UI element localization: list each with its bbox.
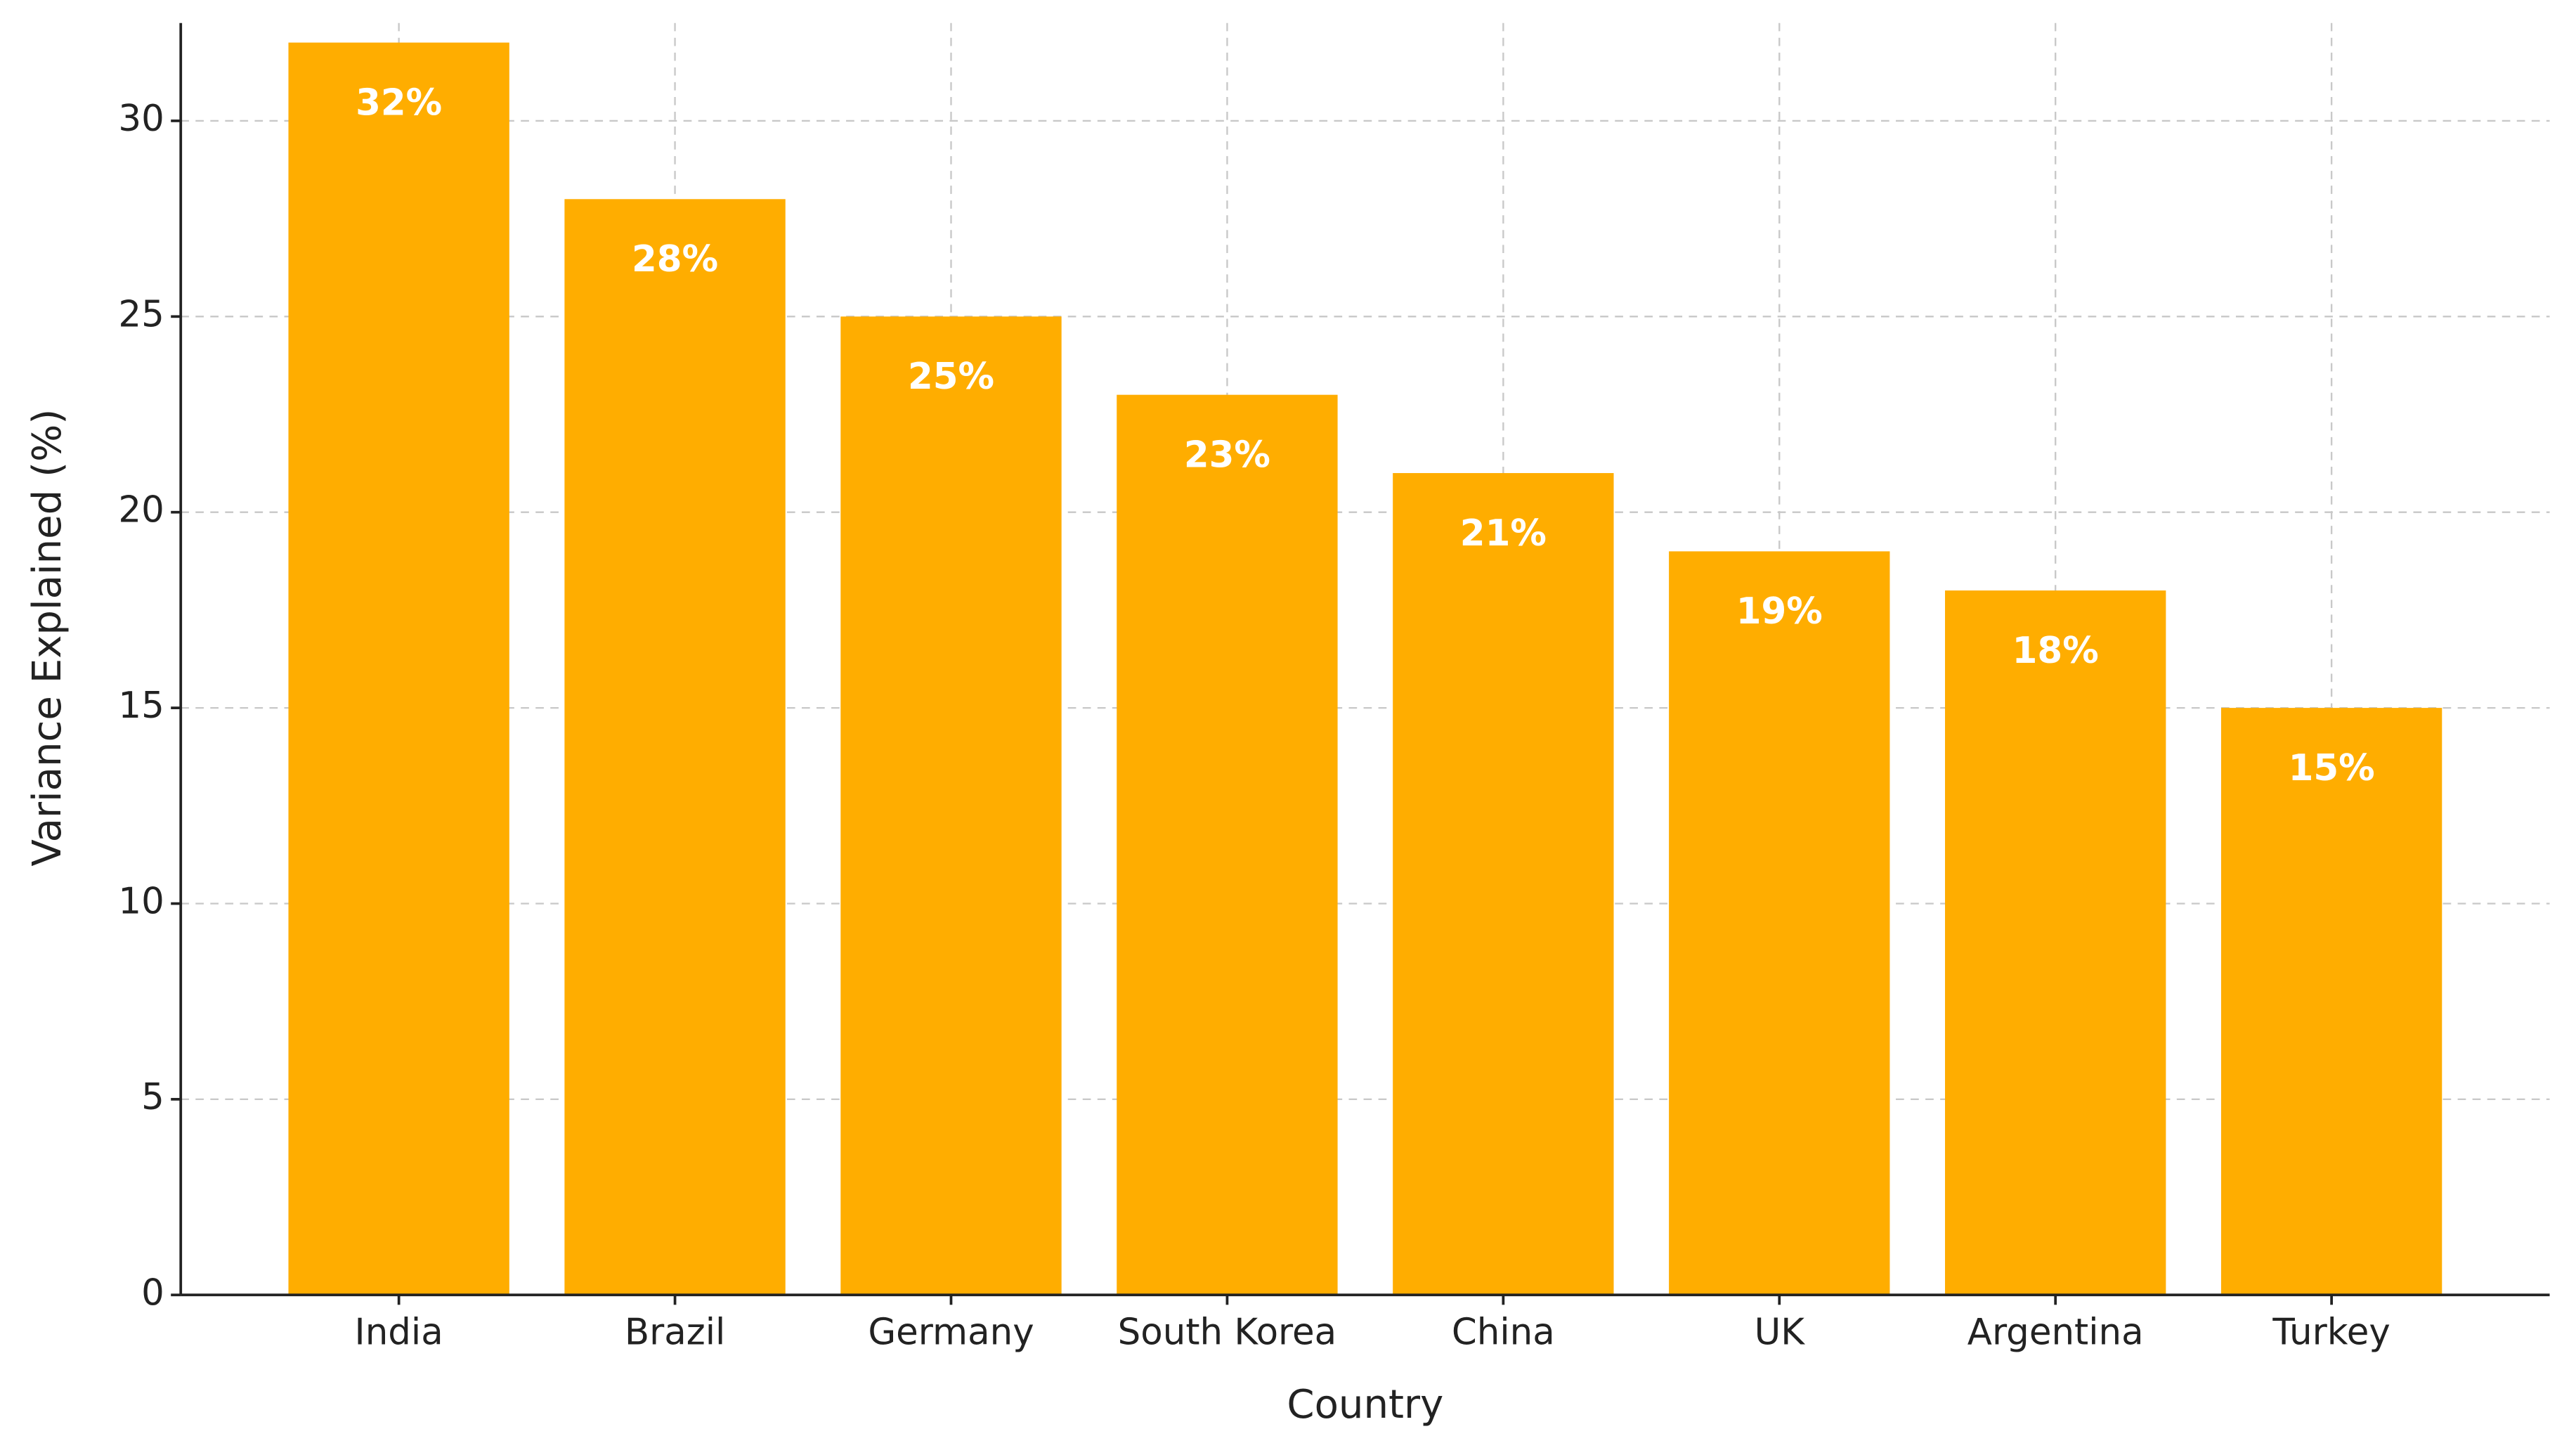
y-tick-label: 5 [141, 1076, 164, 1118]
y-tick-label: 20 [118, 489, 164, 531]
x-tick-label: Turkey [2272, 1311, 2390, 1353]
value-label: 19% [1736, 590, 1823, 633]
y-tick-label: 25 [118, 293, 164, 335]
value-label: 15% [2289, 747, 2375, 789]
x-tick-label: Germany [868, 1311, 1034, 1353]
bar [2220, 708, 2442, 1295]
value-label: 32% [356, 82, 442, 124]
bar [564, 199, 786, 1295]
bar [840, 316, 1062, 1295]
x-tick-label: India [355, 1311, 443, 1353]
x-tick-label: UK [1755, 1311, 1806, 1353]
bar [1945, 590, 2166, 1295]
y-tick-label: 15 [118, 685, 164, 727]
value-label: 18% [2012, 630, 2099, 672]
bar [1669, 551, 1890, 1295]
bar [1393, 473, 1614, 1295]
x-tick-label: China [1452, 1311, 1555, 1353]
y-tick-label: 0 [141, 1272, 164, 1314]
y-tick-label: 10 [118, 880, 164, 922]
bar [1117, 394, 1338, 1295]
x-tick-label: Brazil [625, 1311, 725, 1353]
value-label: 25% [908, 356, 994, 398]
value-label: 28% [632, 238, 718, 280]
x-axis-label: Country [1287, 1382, 1443, 1428]
bar [288, 42, 509, 1295]
x-tick-label: South Korea [1118, 1311, 1337, 1353]
y-axis-label: Variance Explained (%) [25, 409, 70, 867]
value-label: 21% [1460, 512, 1547, 555]
x-tick-label: Argentina [1967, 1311, 2144, 1353]
value-label: 23% [1184, 434, 1270, 477]
y-tick-label: 30 [118, 98, 164, 140]
